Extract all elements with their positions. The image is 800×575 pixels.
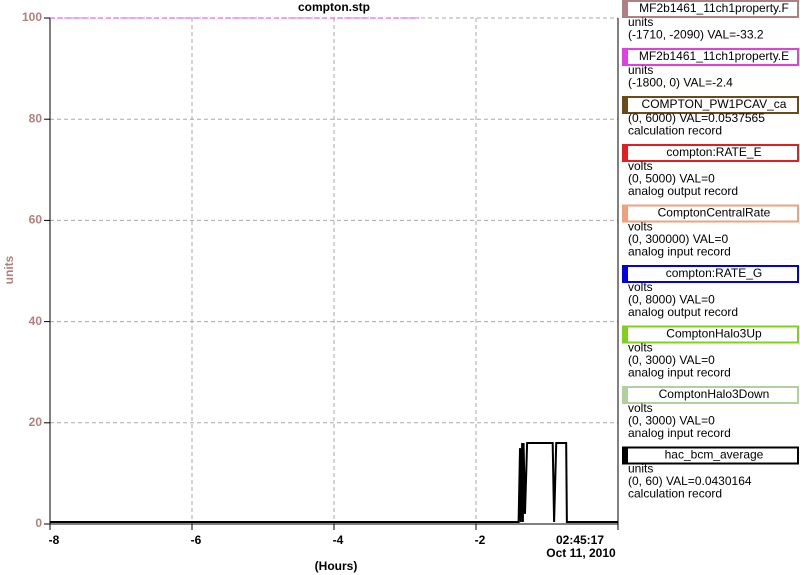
legend-info: (0, 300000) VAL=0: [628, 232, 729, 246]
y-tick-label: 100: [22, 10, 42, 24]
legend-info: (0, 5000) VAL=0: [628, 172, 715, 186]
legend-name: ComptonHalo3Down: [659, 387, 770, 401]
legend-swatch: [622, 265, 628, 283]
legend-info: volts: [628, 220, 653, 234]
legend-swatch: [622, 144, 628, 162]
legend-name: compton:RATE_E: [666, 145, 761, 159]
legend-info: analog output record: [628, 184, 738, 198]
legend-swatch: [622, 0, 628, 18]
legend-info: calculation record: [628, 124, 722, 138]
legend-name: MF2b1461_11ch1property.E: [639, 49, 789, 63]
legend-swatch: [622, 48, 628, 66]
legend-swatch: [622, 446, 628, 465]
series-line: [50, 442, 618, 523]
y-tick-label: 80: [29, 111, 43, 125]
x-tick-label: 02:45:17: [556, 533, 604, 547]
chart-title: compton.stp: [298, 0, 370, 14]
legend-info: analog input record: [628, 366, 731, 380]
x-tick-label: -6: [191, 533, 202, 547]
legend-info: (0, 3000) VAL=0: [628, 353, 715, 367]
legend-info: units: [628, 462, 653, 476]
legend-name: compton:RATE_G: [666, 266, 762, 280]
legend-info: volts: [628, 159, 653, 173]
legend-info: (-1710, -2090) VAL=-33.2: [628, 28, 764, 42]
legend-name: ComptonCentralRate: [658, 206, 771, 220]
legend-info: (0, 6000) VAL=0.0537565: [628, 111, 765, 125]
y-tick-label: 60: [29, 213, 43, 227]
legend-swatch: [622, 96, 628, 114]
x-date-label: Oct 11, 2010: [546, 546, 616, 560]
legend-info: units: [628, 15, 653, 29]
y-tick-label: 40: [29, 314, 43, 328]
legend-info: (0, 8000) VAL=0: [628, 293, 715, 307]
legend-info: (0, 60) VAL=0.0430164: [628, 474, 752, 488]
legend-info: analog output record: [628, 305, 738, 319]
legend-info: (0, 3000) VAL=0: [628, 414, 715, 428]
legend-swatch: [622, 386, 628, 404]
legend-info: analog input record: [628, 426, 731, 440]
legend-info: volts: [628, 280, 653, 294]
x-axis-label: (Hours): [315, 559, 358, 573]
legend-info: analog input record: [628, 245, 731, 259]
legend-swatch: [622, 325, 628, 344]
legend-info: volts: [628, 341, 653, 355]
x-tick-label: -2: [475, 533, 486, 547]
legend-info: volts: [628, 401, 653, 415]
legend-info: (-1800, 0) VAL=-2.4: [628, 76, 733, 90]
legend-name: MF2b1461_11ch1property.F: [639, 1, 789, 15]
legend-name: ComptonHalo3Up: [666, 327, 762, 341]
legend-name: COMPTON_PW1PCAV_ca: [642, 97, 787, 111]
y-axis-label: units: [2, 255, 16, 284]
y-tick-label: 20: [29, 415, 43, 429]
legend-swatch: [622, 204, 628, 223]
legend-name: hac_bcm_average: [665, 448, 764, 462]
x-tick-label: -4: [333, 533, 344, 547]
legend-info: units: [628, 63, 653, 77]
x-tick-label: -8: [49, 533, 60, 547]
legend-info: calculation record: [628, 487, 722, 501]
y-tick-label: 0: [35, 516, 42, 530]
